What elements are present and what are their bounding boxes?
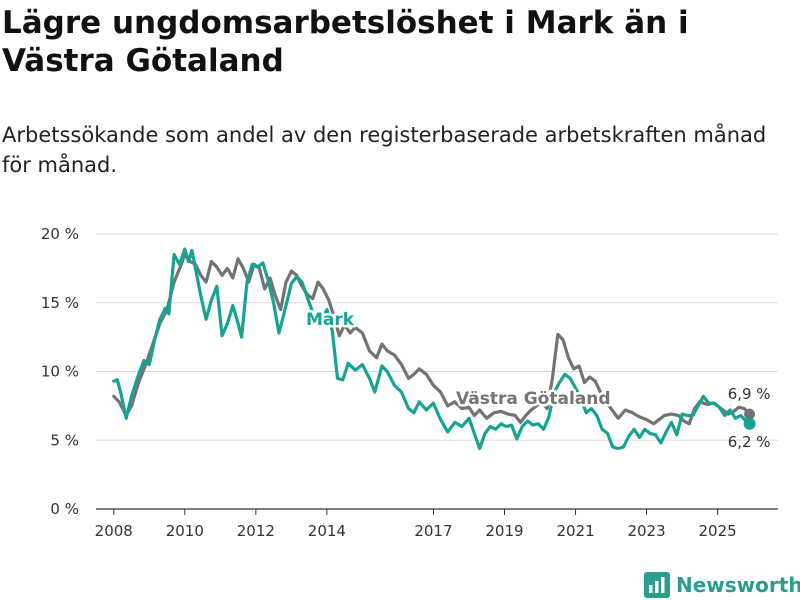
mark-label: Mark (306, 310, 355, 330)
x-tick-label: 2012 (237, 522, 275, 540)
vastra-gotaland-end-value: 6,9 % (728, 385, 771, 403)
y-tick-label: 10 % (41, 363, 79, 381)
x-tick-label: 2021 (556, 522, 594, 540)
x-tick-label: 2017 (414, 522, 452, 540)
vastra-gotaland-series-line (112, 253, 752, 426)
y-tick-label: 0 % (50, 500, 79, 518)
mark-end-value: 6,2 % (728, 433, 771, 451)
y-tick-label: 20 % (41, 225, 79, 243)
chart-title: Lägre ungdomsarbetslöshet i Mark än i Vä… (2, 5, 689, 79)
logo-text: Newsworthy (676, 573, 800, 597)
vastra-gotaland-end-dot (744, 408, 756, 420)
newsworthy-logo[interactable]: Newsworthy (644, 570, 800, 600)
y-tick-label: 5 % (50, 431, 79, 449)
x-tick-label: 2014 (308, 522, 346, 540)
x-tick-label: 2023 (627, 522, 665, 540)
x-tick-label: 2010 (166, 522, 204, 540)
chart-subtitle: Arbetssökande som andel av den registerb… (2, 123, 767, 177)
x-tick-label: 2025 (699, 522, 737, 540)
bar-chart-icon (644, 572, 670, 598)
y-tick-label: 15 % (41, 294, 79, 312)
vastra-gotaland-label: Västra Götaland (456, 389, 611, 409)
series-lines (112, 247, 756, 451)
x-tick-label: 2019 (485, 522, 523, 540)
series-labels: Västra Götaland Mark 6,9 % 6,2 % (304, 308, 771, 451)
x-tick-label: 2008 (95, 522, 133, 540)
axes: 0 % 5 % 10 % 15 % 20 % 2008 2010 2012 2014 2017 20… (41, 225, 737, 540)
mark-series-line (112, 247, 752, 451)
gridlines (96, 233, 778, 510)
mark-end-dot (743, 417, 756, 430)
